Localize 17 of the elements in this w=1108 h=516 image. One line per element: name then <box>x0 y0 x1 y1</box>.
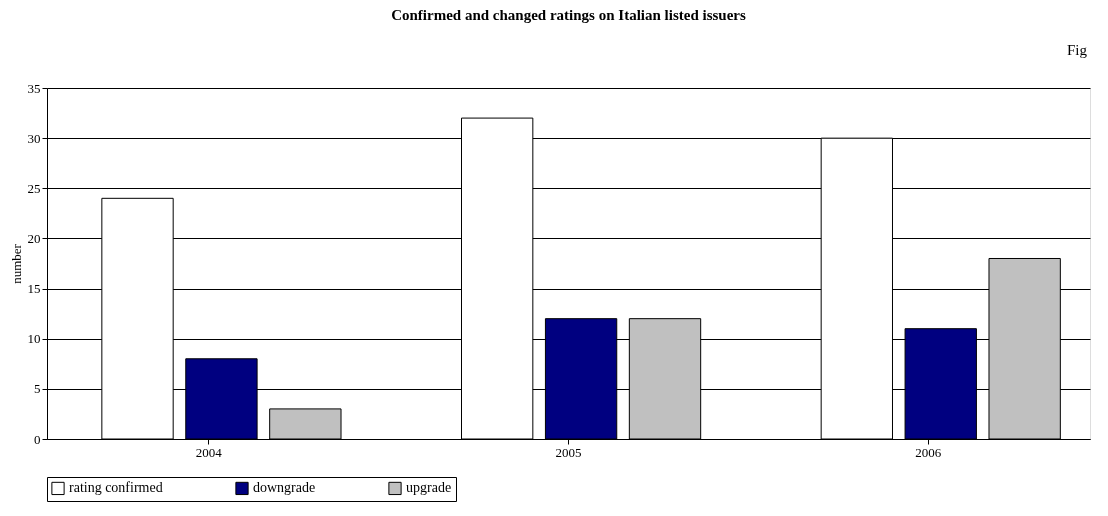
y-tick-label: 15 <box>27 281 41 297</box>
legend-label: downgrade <box>253 480 316 496</box>
y-axis-title: number <box>8 243 24 284</box>
y-tick-label: 20 <box>27 230 41 246</box>
x-tick-label: 2006 <box>915 444 942 460</box>
legend-label: rating confirmed <box>69 480 163 496</box>
x-tick-label: 2004 <box>195 444 223 460</box>
y-tick-label: 25 <box>27 180 41 196</box>
chart-title: Confirmed and changed ratings on Italian listed issuers <box>391 7 746 23</box>
y-tick-label: 35 <box>27 80 41 96</box>
y-tick-label: 10 <box>27 331 41 347</box>
text: Fig <box>1066 42 1088 58</box>
y-tick-label: 0 <box>34 431 41 447</box>
y-tick-label: 30 <box>27 130 41 146</box>
x-tick-label: 2005 <box>555 444 582 460</box>
y-tick-label: 5 <box>34 381 41 397</box>
legend-label: upgrade <box>406 480 452 496</box>
